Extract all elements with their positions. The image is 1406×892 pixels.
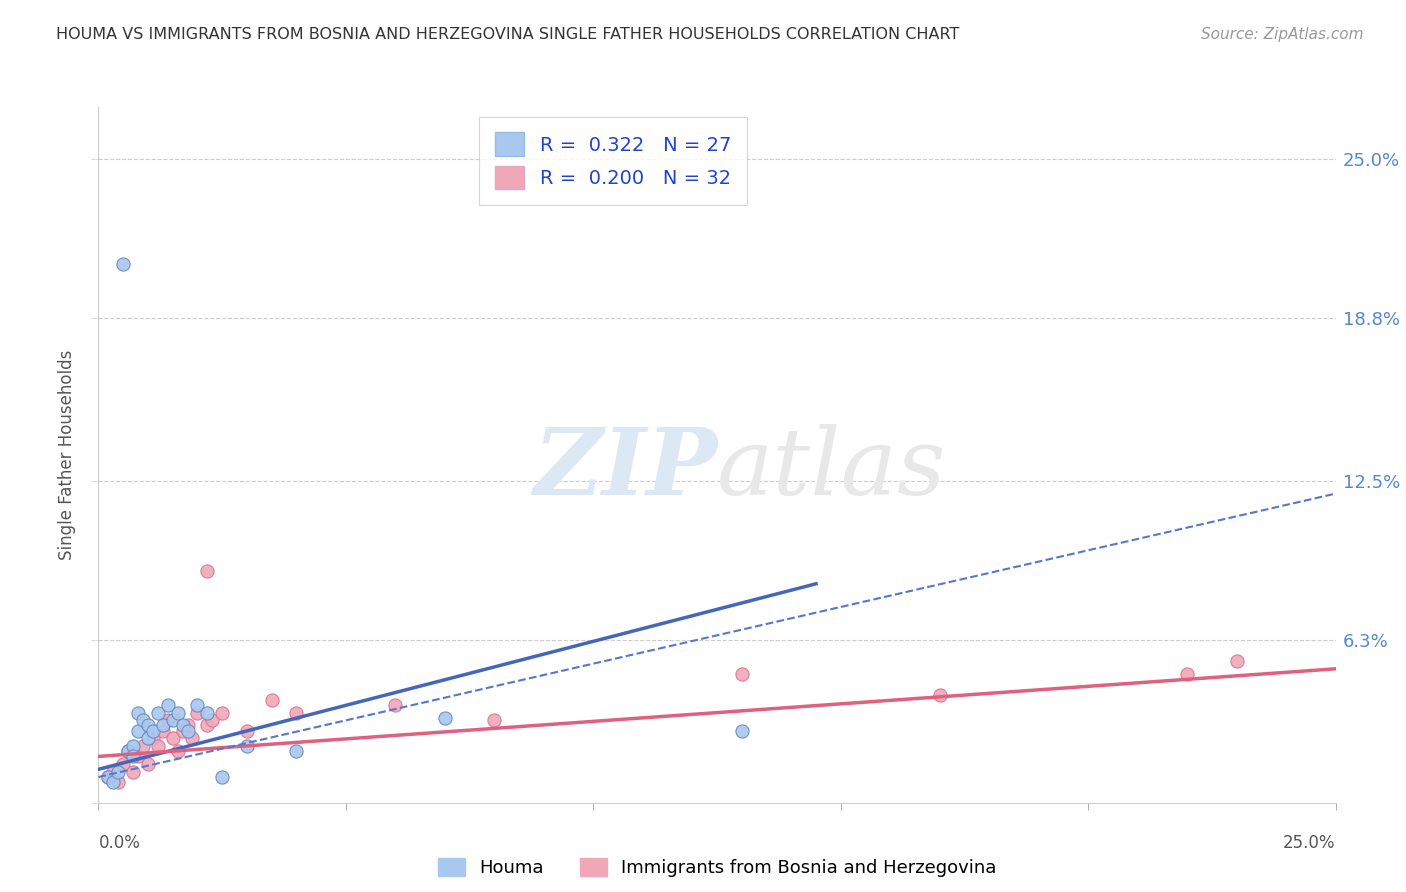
Point xyxy=(211,706,233,720)
Text: ZIP: ZIP xyxy=(533,424,717,514)
Point xyxy=(285,744,308,758)
Point xyxy=(112,757,135,772)
Point xyxy=(186,706,208,720)
Point xyxy=(132,739,155,753)
Point xyxy=(384,698,406,712)
Point xyxy=(928,688,950,702)
Point xyxy=(156,714,179,728)
Point xyxy=(117,744,139,758)
Legend: R =  0.322   N = 27, R =  0.200   N = 32: R = 0.322 N = 27, R = 0.200 N = 32 xyxy=(479,117,747,205)
Point xyxy=(132,714,155,728)
Point xyxy=(236,723,259,738)
Point xyxy=(127,749,149,764)
Point xyxy=(484,714,506,728)
Point xyxy=(112,257,135,271)
Point xyxy=(285,706,308,720)
Point xyxy=(152,723,174,738)
Text: atlas: atlas xyxy=(717,424,946,514)
Point xyxy=(186,698,208,712)
Point xyxy=(201,714,224,728)
Text: 25.0%: 25.0% xyxy=(1284,834,1336,852)
Point xyxy=(433,711,456,725)
Point xyxy=(97,770,120,784)
Point xyxy=(195,564,218,578)
Point xyxy=(122,739,145,753)
Point xyxy=(122,749,145,764)
Point xyxy=(103,775,125,789)
Y-axis label: Single Father Households: Single Father Households xyxy=(58,350,76,560)
Point xyxy=(166,744,188,758)
Point xyxy=(152,718,174,732)
Point xyxy=(122,764,145,779)
Point xyxy=(142,731,165,746)
Point xyxy=(211,770,233,784)
Point xyxy=(107,764,129,779)
Text: 0.0%: 0.0% xyxy=(98,834,141,852)
Point xyxy=(107,775,129,789)
Point xyxy=(172,718,194,732)
Point xyxy=(142,723,165,738)
Point xyxy=(117,744,139,758)
Point xyxy=(97,770,120,784)
Point xyxy=(731,723,754,738)
Point xyxy=(156,698,179,712)
Point xyxy=(195,718,218,732)
Point xyxy=(127,706,149,720)
Point xyxy=(166,706,188,720)
Point xyxy=(162,714,184,728)
Point xyxy=(176,723,198,738)
Text: Source: ZipAtlas.com: Source: ZipAtlas.com xyxy=(1201,27,1364,42)
Point xyxy=(103,764,125,779)
Point xyxy=(136,718,159,732)
Point xyxy=(731,667,754,681)
Point xyxy=(1226,654,1249,668)
Point xyxy=(146,739,169,753)
Point xyxy=(236,739,259,753)
Point xyxy=(260,692,283,706)
Point xyxy=(162,731,184,746)
Point xyxy=(181,731,204,746)
Point xyxy=(195,706,218,720)
Point xyxy=(176,718,198,732)
Point xyxy=(136,757,159,772)
Point xyxy=(127,723,149,738)
Point xyxy=(146,706,169,720)
Point xyxy=(1175,667,1198,681)
Point xyxy=(136,731,159,746)
Point xyxy=(172,723,194,738)
Text: HOUMA VS IMMIGRANTS FROM BOSNIA AND HERZEGOVINA SINGLE FATHER HOUSEHOLDS CORRELA: HOUMA VS IMMIGRANTS FROM BOSNIA AND HERZ… xyxy=(56,27,960,42)
